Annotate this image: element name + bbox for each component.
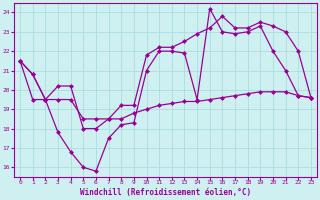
X-axis label: Windchill (Refroidissement éolien,°C): Windchill (Refroidissement éolien,°C) — [80, 188, 251, 197]
